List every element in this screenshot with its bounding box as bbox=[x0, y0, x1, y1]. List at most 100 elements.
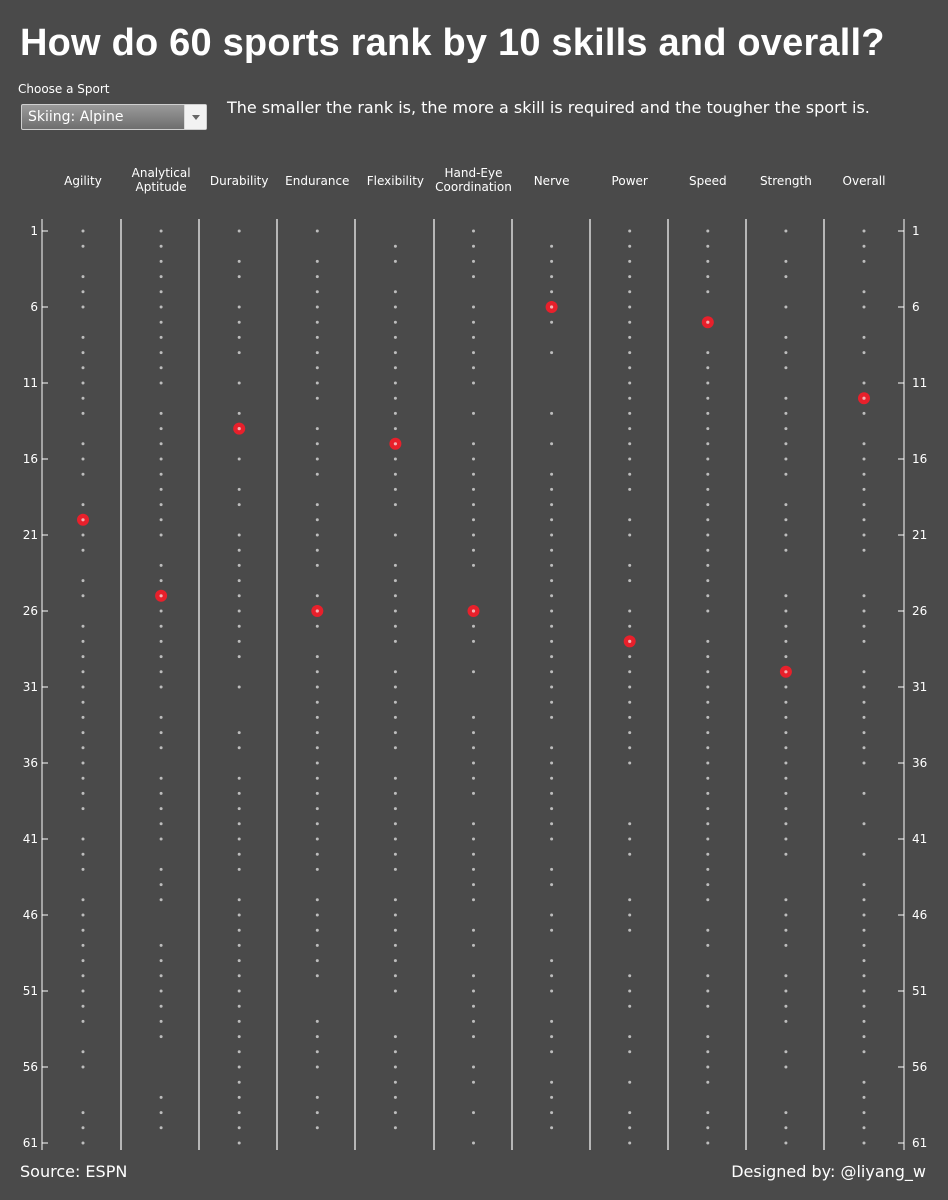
rank-dot bbox=[81, 974, 85, 978]
column-header-label: Endurance bbox=[285, 174, 349, 188]
rank-dot bbox=[628, 928, 632, 932]
rank-dot bbox=[237, 898, 241, 902]
rank-dot bbox=[159, 822, 163, 826]
y-tick-label-right: 16 bbox=[912, 452, 927, 466]
rank-dot bbox=[550, 1080, 554, 1084]
rank-dot bbox=[784, 275, 788, 279]
rank-dot bbox=[472, 487, 475, 491]
rank-dot bbox=[237, 1065, 241, 1069]
rank-dot bbox=[315, 1035, 319, 1039]
rank-dot bbox=[159, 366, 163, 370]
rank-dot bbox=[628, 1035, 632, 1039]
rank-dot bbox=[315, 472, 319, 476]
rank-dot bbox=[550, 1111, 554, 1115]
rank-dot bbox=[628, 411, 632, 415]
rank-dot bbox=[159, 1035, 163, 1039]
rank-dot bbox=[81, 442, 85, 446]
column-header-label: Agility bbox=[64, 174, 102, 188]
rank-dot bbox=[628, 518, 632, 522]
rank-dot bbox=[550, 1050, 554, 1054]
rank-dot bbox=[81, 731, 85, 735]
rank-dot bbox=[784, 259, 788, 263]
sport-dropdown-value: Skiing: Alpine bbox=[28, 109, 124, 125]
rank-dot bbox=[784, 1126, 788, 1130]
rank-dot bbox=[784, 974, 788, 978]
rank-dot bbox=[159, 670, 163, 674]
dropdown-arrow-icon[interactable] bbox=[184, 105, 206, 129]
rank-dot bbox=[706, 761, 710, 765]
rank-dot bbox=[550, 609, 554, 613]
rank-dot bbox=[628, 563, 632, 567]
rank-dot bbox=[237, 852, 241, 856]
rank-dot bbox=[81, 715, 85, 719]
rank-dot bbox=[237, 594, 241, 598]
rank-dot bbox=[550, 1095, 554, 1099]
rank-dot bbox=[862, 548, 866, 552]
rank-dot bbox=[550, 639, 554, 643]
rank-dot bbox=[315, 807, 319, 811]
rank-dot bbox=[862, 974, 866, 978]
rank-dot bbox=[628, 487, 632, 491]
rank-dot bbox=[862, 731, 866, 735]
rank-dot bbox=[862, 290, 866, 294]
rank-dot bbox=[81, 351, 85, 355]
rank-dot bbox=[550, 867, 554, 871]
rank-dot bbox=[315, 822, 319, 826]
rank-dot bbox=[237, 579, 241, 583]
rank-dot bbox=[550, 776, 554, 780]
rank-dot bbox=[393, 928, 397, 932]
rank-dot bbox=[784, 396, 788, 400]
rank-dot bbox=[628, 837, 632, 841]
rank-dot bbox=[628, 533, 632, 537]
rank-dot bbox=[550, 1126, 554, 1130]
column-header-label: Durability bbox=[210, 174, 269, 188]
rank-dot bbox=[784, 898, 788, 902]
highlight-point-center bbox=[628, 639, 632, 643]
rank-dot bbox=[550, 837, 554, 841]
rank-dot bbox=[472, 335, 475, 339]
rank-dot bbox=[706, 259, 710, 263]
rank-dot bbox=[550, 518, 554, 522]
rank-dot bbox=[393, 1035, 397, 1039]
rank-dot bbox=[628, 290, 632, 294]
rank-dot bbox=[706, 928, 710, 932]
column-header-label: Strength bbox=[760, 174, 812, 188]
rank-dot bbox=[472, 533, 475, 537]
rank-dot bbox=[784, 609, 788, 613]
rank-dot bbox=[706, 1080, 710, 1084]
rank-dot bbox=[706, 579, 710, 583]
rank-dot bbox=[784, 761, 788, 765]
rank-dot bbox=[862, 715, 866, 719]
rank-dot bbox=[472, 898, 475, 902]
rank-dot bbox=[784, 335, 788, 339]
rank-dot bbox=[159, 1019, 163, 1023]
sport-dropdown[interactable]: Skiing: Alpine bbox=[21, 104, 207, 130]
rank-dot bbox=[550, 700, 554, 704]
rank-dot bbox=[784, 624, 788, 628]
rank-dot bbox=[550, 244, 554, 248]
rank-dot bbox=[550, 761, 554, 765]
rank-dot bbox=[862, 335, 866, 339]
rank-dot bbox=[550, 670, 554, 674]
rank-dot bbox=[550, 928, 554, 932]
y-tick-label-right: 51 bbox=[912, 984, 927, 998]
rank-dot bbox=[81, 655, 85, 659]
rank-dot bbox=[706, 898, 710, 902]
rank-dot bbox=[550, 503, 554, 507]
rank-dot bbox=[784, 229, 788, 233]
rank-dot bbox=[550, 487, 554, 491]
rank-dot bbox=[862, 1035, 866, 1039]
rank-dot bbox=[628, 898, 632, 902]
rank-dot bbox=[472, 1065, 475, 1069]
rank-dot bbox=[237, 487, 241, 491]
rank-dot bbox=[628, 275, 632, 279]
rank-dot bbox=[237, 913, 241, 917]
rank-dot bbox=[550, 807, 554, 811]
rank-dot bbox=[862, 1095, 866, 1099]
rank-dot bbox=[628, 366, 632, 370]
rank-dot bbox=[862, 1141, 866, 1145]
rank-dot bbox=[472, 746, 475, 750]
highlight-point-center bbox=[159, 594, 163, 598]
rank-dot bbox=[159, 335, 163, 339]
rank-dot bbox=[550, 959, 554, 963]
